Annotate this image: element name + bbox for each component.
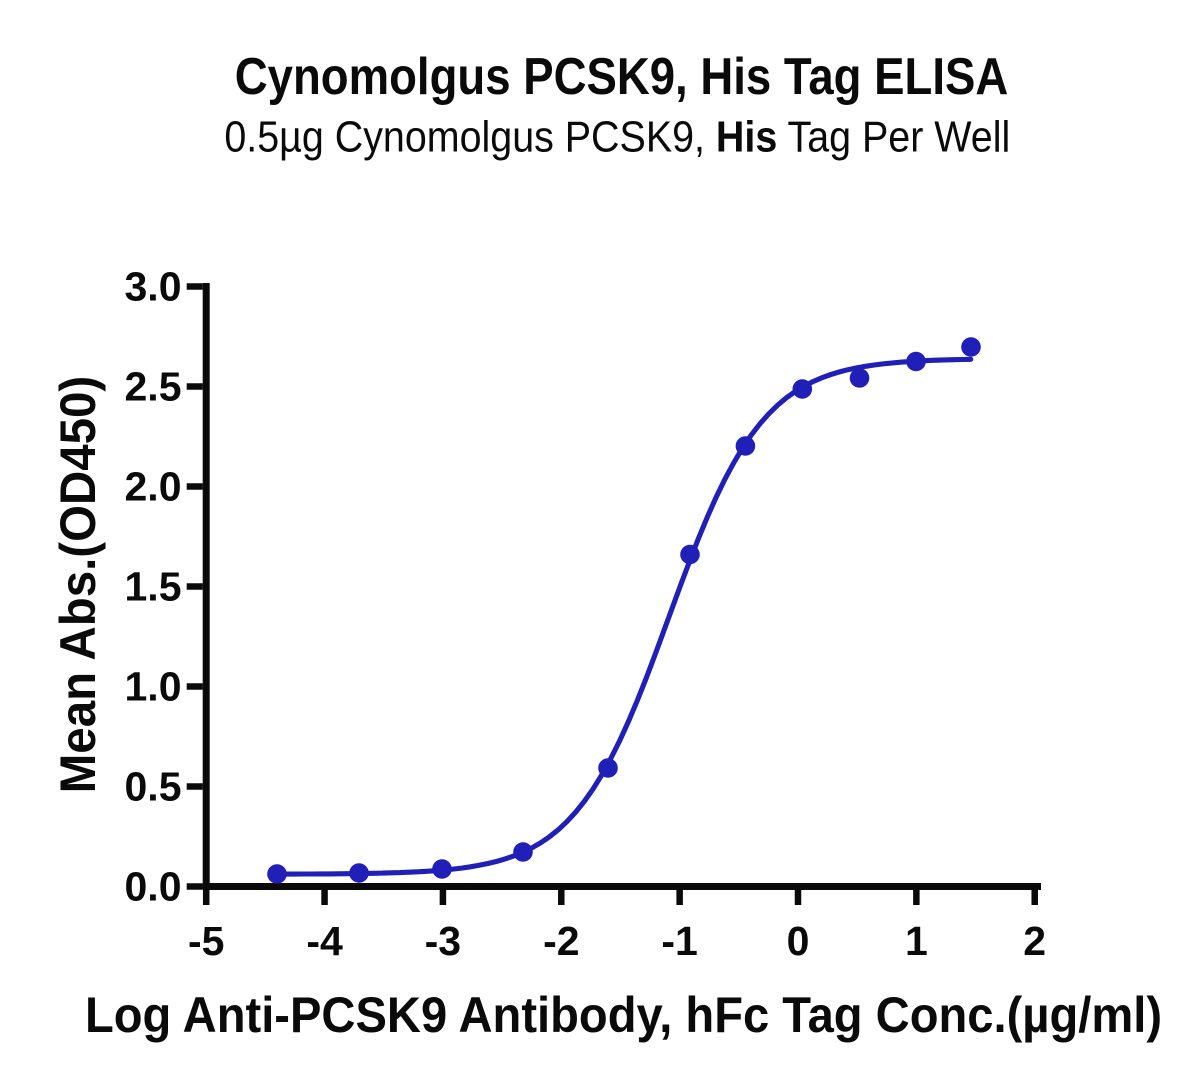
svg-text:0.0: 0.0 bbox=[125, 864, 182, 910]
svg-text:1.5: 1.5 bbox=[125, 564, 182, 610]
svg-text:2.0: 2.0 bbox=[125, 464, 182, 510]
svg-text:0: 0 bbox=[787, 918, 810, 964]
svg-text:-5: -5 bbox=[188, 918, 224, 964]
svg-text:0.5µg Cynomolgus PCSK9, His Ta: 0.5µg Cynomolgus PCSK9, His Tag Per Well bbox=[224, 111, 1010, 161]
svg-text:-4: -4 bbox=[306, 918, 343, 964]
svg-text:-3: -3 bbox=[425, 918, 461, 964]
svg-text:Cynomolgus PCSK9, His Tag ELIS: Cynomolgus PCSK9, His Tag ELISA bbox=[235, 48, 1009, 105]
svg-text:Log Anti-PCSK9 Antibody, hFc T: Log Anti-PCSK9 Antibody, hFc Tag Conc.(µ… bbox=[85, 988, 1162, 1044]
svg-text:-2: -2 bbox=[543, 918, 579, 964]
svg-text:3.0: 3.0 bbox=[125, 264, 182, 310]
svg-text:2.5: 2.5 bbox=[125, 364, 182, 410]
svg-text:1.0: 1.0 bbox=[125, 664, 182, 710]
svg-text:0.5: 0.5 bbox=[125, 764, 182, 810]
svg-text:1: 1 bbox=[905, 918, 928, 964]
svg-text:2: 2 bbox=[1023, 918, 1046, 964]
svg-text:Mean Abs.(OD450): Mean Abs.(OD450) bbox=[51, 376, 106, 793]
svg-text:-1: -1 bbox=[661, 918, 697, 964]
